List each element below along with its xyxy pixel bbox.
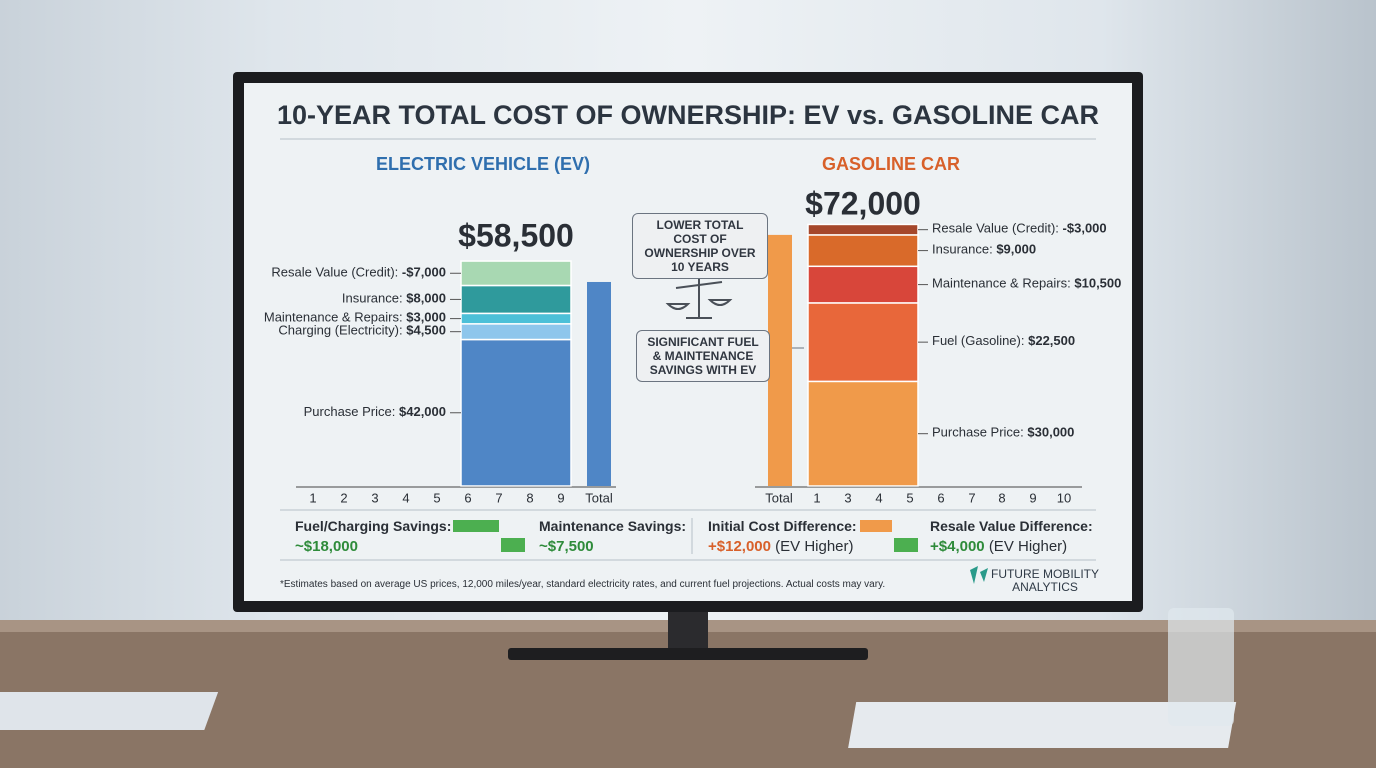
summary-value: ~$7,500 [539,538,594,555]
legend-swatch [453,520,499,532]
paper [0,692,219,730]
x-tick-label: 6 [937,490,944,505]
total-label: $72,000 [805,185,921,221]
segment-name: Fuel (Gasoline): [932,334,1024,349]
summary-value: +$4,000 [930,538,985,555]
x-tick-label: 1 [813,490,820,505]
summary-value: ~$18,000 [295,538,358,555]
x-tick-label: 1 [309,490,316,505]
segment-label: Purchase Price: $30,000 [932,425,1074,440]
segment-name: Resale Value (Credit): [932,221,1059,236]
segment-label: Maintenance & Repairs: $3,000 [264,310,446,325]
x-tick-label: 8 [526,490,533,505]
bar-segment [807,265,919,304]
summary-note: (EV Higher) [775,538,854,555]
x-tick-label: 3 [371,490,378,505]
x-tick-label: 9 [1029,490,1036,505]
x-tick-label: 2 [340,490,347,505]
bar-segment [460,260,572,287]
segment-name: Purchase Price: [304,404,396,419]
segment-label: Maintenance & Repairs: $10,500 [932,276,1121,291]
summary-label: Initial Cost Difference: [708,518,857,534]
summary-note: (EV Higher) [988,538,1068,555]
segment-name: Insurance: [932,242,993,257]
segment-name: Maintenance & Repairs: [932,276,1071,291]
legend-swatch [860,520,892,532]
bar-segment [460,338,572,487]
x-tick-label: 10 [1057,490,1071,505]
segment-value: -$3,000 [1063,221,1107,236]
total-label: $58,500 [458,217,574,253]
segment-name: Charging (Electricity): [278,323,402,338]
segment-name: Maintenance & Repairs: [264,310,403,325]
main-title: 10-YEAR TOTAL COST OF OWNERSHIP: EV vs. … [277,100,1099,130]
glass [1168,608,1234,726]
segment-value: $8,000 [406,291,446,306]
segment-name: Purchase Price: [932,425,1024,440]
monitor-base [508,648,868,660]
x-tick-label: 9 [557,490,564,505]
segment-value: $22,500 [1028,334,1075,349]
total-bar [587,281,611,486]
legend-swatch [501,538,525,552]
chart-title: GASOLINE CAR [822,154,960,174]
bar-segment [807,234,919,268]
segment-label: Resale Value (Credit): -$3,000 [932,221,1107,236]
bar-segment [807,380,919,487]
summary-row: +$12,000 (EV Higher) [708,538,854,555]
segment-name: Resale Value (Credit): [271,265,398,280]
segment-value: $42,000 [399,404,446,419]
segment-label: Insurance: $9,000 [932,242,1036,257]
summary-label: Fuel/Charging Savings: [295,518,452,534]
summary-label: Resale Value Difference: [930,518,1093,534]
paper [848,702,1237,748]
summary-label: Maintenance Savings: [539,518,687,534]
callout: SIGNIFICANT FUEL & MAINTENANCE SAVINGS W… [636,330,770,382]
x-tick-label: 4 [875,490,882,505]
bar-segment [460,284,572,315]
segment-value: $10,500 [1074,276,1121,291]
total-bar [768,234,792,486]
x-tick-label: 7 [495,490,502,505]
summary-row: +$4,000 (EV Higher) [930,538,1067,555]
bar-segment [807,302,919,383]
segment-name: Insurance: [342,291,403,306]
x-tick-label: 6 [464,490,471,505]
segment-value: -$7,000 [402,265,446,280]
segment-label: Purchase Price: $42,000 [304,404,446,419]
footnote: *Estimates based on average US prices, 1… [280,579,886,590]
x-tick-label: 8 [998,490,1005,505]
brand: FUTURE MOBILITY ANALYTICS [990,567,1099,594]
brand-logo [970,566,988,584]
segment-value: $4,500 [406,323,446,338]
segment-label: Resale Value (Credit): -$7,000 [271,265,446,280]
segment-value: $3,000 [406,310,446,325]
segment-label: Fuel (Gasoline): $22,500 [932,334,1075,349]
segment-value: $30,000 [1027,425,1074,440]
x-tick-label: 7 [968,490,975,505]
segment-label: Charging (Electricity): $4,500 [278,323,446,338]
scale-icon [665,276,733,319]
x-tick-label: 3 [844,490,851,505]
x-tick-label: Total [585,490,613,505]
summary-value: +$12,000 [708,538,771,555]
bar-segment [807,223,919,236]
legend-swatch [894,538,918,552]
segment-label: Insurance: $8,000 [342,291,446,306]
x-tick-label: 5 [906,490,913,505]
segment-value: $9,000 [996,242,1036,257]
x-tick-label: 4 [402,490,409,505]
x-tick-label: Total [765,490,793,505]
monitor-neck [668,608,708,650]
bar-segment [460,312,572,325]
x-tick-label: 5 [433,490,440,505]
callout: LOWER TOTAL COST OF OWNERSHIP OVER 10 YE… [632,213,768,279]
chart-title: ELECTRIC VEHICLE (EV) [376,154,590,174]
bar-segment [460,323,572,341]
